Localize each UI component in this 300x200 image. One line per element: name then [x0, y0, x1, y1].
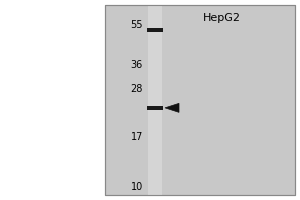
Text: 55: 55 — [130, 20, 143, 30]
Bar — [147, 28, 163, 32]
Bar — [0, 0, 105, 200]
Text: 28: 28 — [130, 84, 143, 94]
Bar — [147, 106, 163, 110]
Polygon shape — [165, 103, 179, 112]
Text: 36: 36 — [131, 60, 143, 70]
Text: 17: 17 — [130, 132, 143, 142]
Bar — [295, 0, 300, 200]
Bar — [148, 5, 162, 195]
Text: 10: 10 — [131, 182, 143, 192]
Bar — [105, 5, 295, 195]
Text: HepG2: HepG2 — [202, 13, 241, 23]
Bar — [105, 5, 295, 195]
